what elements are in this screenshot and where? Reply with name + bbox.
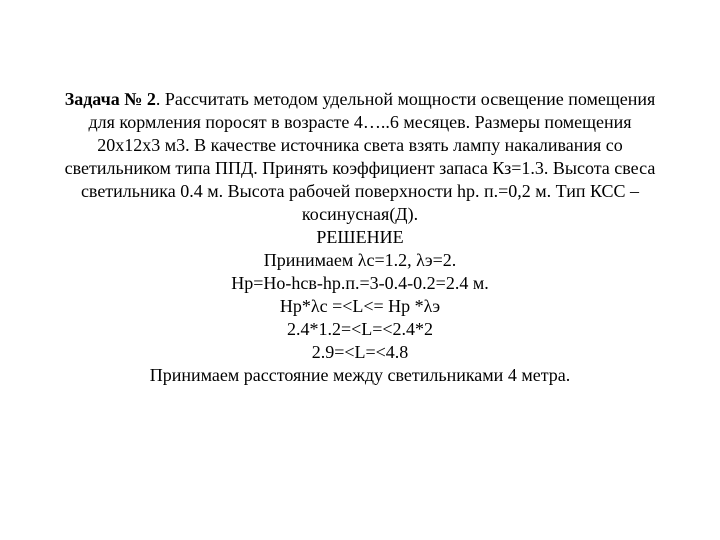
- solution-line-4: 2.4*1.2=<L=<2.4*2: [60, 318, 660, 341]
- solution-line-6: Принимаем расстояние между светильниками…: [60, 364, 660, 387]
- problem-paragraph: Задача № 2. Рассчитать методом удельной …: [60, 88, 660, 226]
- solution-line-3: Нр*λс =<L<= Нр *λэ: [60, 295, 660, 318]
- problem-title: Задача № 2: [65, 89, 156, 109]
- document-page: Задача № 2. Рассчитать методом удельной …: [0, 0, 720, 540]
- solution-heading: РЕШЕНИЕ: [60, 226, 660, 249]
- problem-body: . Рассчитать методом удельной мощности о…: [65, 89, 656, 224]
- solution-line-5: 2.9=<L=<4.8: [60, 341, 660, 364]
- solution-line-1: Принимаем λс=1.2, λэ=2.: [60, 249, 660, 272]
- solution-line-2: Нр=Но-hсв-hр.п.=3-0.4-0.2=2.4 м.: [60, 272, 660, 295]
